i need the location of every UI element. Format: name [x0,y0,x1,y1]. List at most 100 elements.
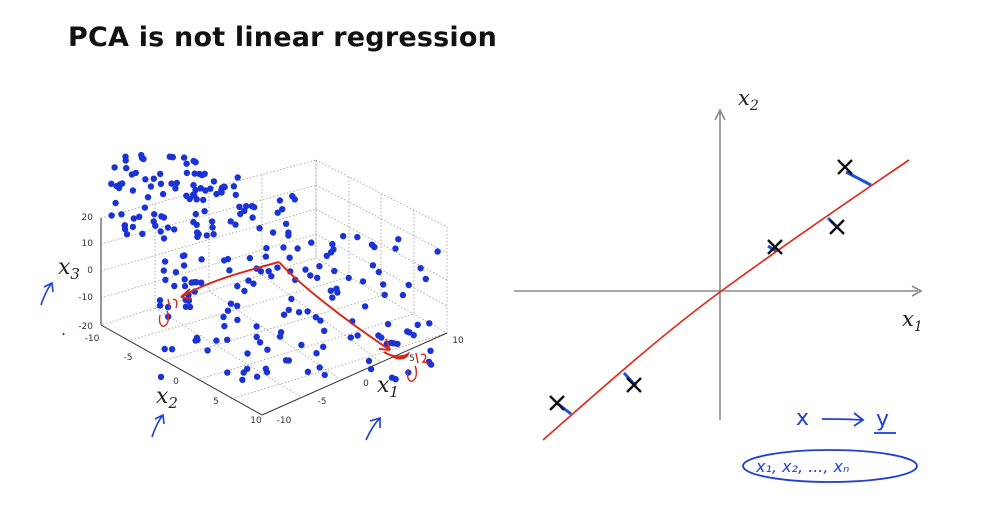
scatter-point [375,332,382,339]
projection-segments [556,170,872,416]
scatter-point [168,346,176,353]
scatter-point [298,341,305,349]
scatter-point [365,357,373,365]
scatter-point [188,279,195,286]
u2-vector [278,261,391,351]
scatter-point [359,278,367,285]
scatter-point [340,232,347,240]
scatter-point [232,221,239,228]
scatter-point [191,170,198,177]
scatter-point [201,208,208,215]
y-tick: -10 [85,334,100,344]
scatter-point [162,276,169,284]
scatter-point [427,347,434,354]
scatter-point [234,302,241,309]
scatter-point [181,282,189,290]
scatter-point [434,248,441,255]
scatter-point [265,268,272,275]
scatter-point [380,281,387,288]
scatter-point [269,229,277,236]
x-tick: 5 [409,354,415,364]
scatter-point [274,264,281,271]
z-tick: -20 [78,322,93,332]
scatter-point [172,269,180,276]
scatter-point [130,215,137,222]
scatter-point [263,244,270,252]
scatter-point [142,176,149,183]
scatter-point [246,254,254,262]
data-point [837,159,853,175]
scatter-point [347,334,354,341]
scatter-point [224,369,231,376]
scatter-point [168,180,175,187]
scatter-point [369,262,377,269]
scatter-point [190,182,197,189]
scatter-point [157,373,165,381]
scatter-point [213,190,220,198]
scatter-point [226,267,233,274]
scatter-point [157,228,164,235]
scatter-point [262,365,269,372]
scatter-point [236,203,243,210]
z-tick: 0 [87,266,93,276]
scatter-point [388,374,396,381]
scatter-point [329,294,336,301]
scatter-point [234,282,241,290]
scatter-point [405,369,412,376]
scatter-point [304,368,312,375]
scatter-point [285,306,292,314]
scatter-point [209,224,216,231]
scatter-point [245,277,252,284]
scatter-point [307,272,314,279]
scatter-point [210,231,217,238]
scatter-point [210,178,218,185]
mapping-handwriting: x y x₁, x₂, ..., xₙ [742,406,918,483]
scatter-point [282,220,290,227]
scatter-point [171,226,178,233]
scatter-point [180,154,188,161]
scatter-point [194,233,201,240]
scatter-point [138,151,145,159]
scatter-2d-plot: x2 x1 x y x₁, [514,86,923,483]
y-tick: 10 [250,416,262,426]
scatter-point [234,316,241,324]
scatter-point [250,280,257,287]
scatter-point [253,323,260,330]
scatter-point [157,180,165,187]
pca-vectors [180,261,411,360]
scatter-point [108,212,115,219]
scatter-point [257,268,265,275]
scatter-point [375,268,382,276]
scatter-point [132,169,139,177]
scatter-point [182,303,190,310]
scatter-point [316,364,323,371]
x2-axis-label: x2 [738,86,759,114]
scatter-point [268,273,275,280]
scatter-point [274,209,281,216]
scatter-point [390,340,398,347]
z-tick: 10 [82,239,94,249]
scatter-point [285,232,292,239]
scatter-point [234,174,241,181]
z-tick: 20 [82,213,94,223]
scatter-point [118,211,125,218]
x1-axis-label: x1 [902,307,923,335]
scatter-point [427,361,435,368]
data-point [549,395,565,411]
pca-line [542,159,910,441]
scatter-point [183,169,191,177]
scatter-point [410,332,417,339]
scatter-point [161,345,168,353]
scatter-point [164,224,172,231]
scatter-point [334,289,341,296]
y-tick: 5 [213,397,219,407]
scatter-point [173,179,180,187]
scatter-point [208,218,216,225]
scatter-point [164,303,172,311]
scatter-point [179,252,187,260]
y-axis-label: x2 [156,384,178,412]
scatter-point [171,282,178,290]
scatter-point [323,252,330,259]
scatter-point [279,206,286,213]
scatter-point [123,164,130,172]
